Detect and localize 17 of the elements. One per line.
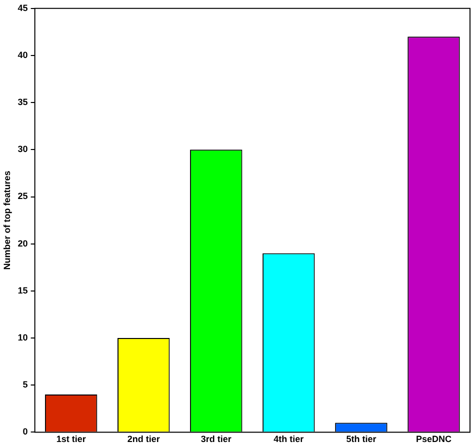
y-tick-label: 15 xyxy=(18,285,28,296)
y-tick-label: 25 xyxy=(18,191,28,202)
y-tick-label: 35 xyxy=(18,97,28,108)
y-tick-label: 0 xyxy=(22,426,28,437)
x-tick-label: 4th tier xyxy=(274,434,304,444)
y-axis-title: Number of top features xyxy=(2,170,12,270)
y-tick-label: 45 xyxy=(18,2,28,13)
y-tick-label: 40 xyxy=(18,50,28,60)
y-tick-label: 5 xyxy=(22,380,28,390)
y-tick-label: 20 xyxy=(18,238,28,248)
x-tick-label: 1st tier xyxy=(56,434,86,444)
y-tick-label: 10 xyxy=(18,332,28,343)
x-tick-label: PseDNC xyxy=(416,434,452,444)
x-tick-label: 3rd tier xyxy=(200,434,232,444)
x-tick-label: 2nd tier xyxy=(127,434,160,444)
x-tick-label: 5th tier xyxy=(346,434,377,444)
y-tick-label: 30 xyxy=(18,144,28,154)
